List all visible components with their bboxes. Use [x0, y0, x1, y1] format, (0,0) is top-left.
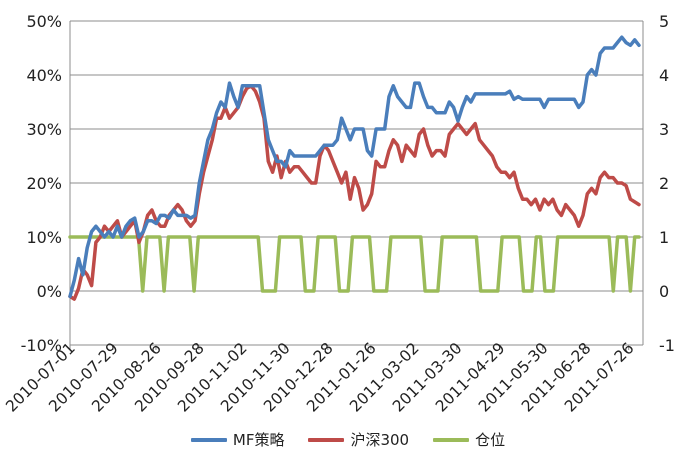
y-left-tick-label: 30% [26, 120, 62, 139]
legend-label-mf: MF策略 [232, 431, 285, 449]
legend-swatch-mf [190, 437, 227, 442]
y-right-tick-label: 0 [659, 282, 669, 301]
y-axis-right: -1 0 1 2 3 4 5 [659, 12, 675, 355]
y-right-tick-label: 3 [659, 120, 669, 139]
y-right-tick-label: 2 [659, 174, 669, 193]
y-right-tick-label: 1 [659, 228, 669, 247]
legend: MF策略 沪深300 仓位 [0, 429, 696, 450]
legend-label-position: 仓位 [475, 431, 506, 449]
y-right-tick-label: 5 [659, 12, 669, 31]
legend-item-position: 仓位 [433, 429, 505, 450]
series-line-0 [68, 35, 641, 299]
series-line-1 [68, 84, 641, 301]
y-left-tick-label: 0% [37, 282, 62, 301]
legend-item-hs300: 沪深300 [308, 429, 409, 450]
y-axis-left: -10% 0% 10% 20% 30% 40% 50% [21, 12, 62, 355]
legend-swatch-hs300 [308, 437, 345, 442]
y-left-tick-label: 20% [26, 174, 62, 193]
series [68, 35, 641, 301]
legend-item-mf: MF策略 [190, 429, 285, 450]
y-left-tick-label: -10% [21, 336, 62, 355]
legend-swatch-position [433, 437, 470, 442]
y-left-tick-label: 10% [26, 228, 62, 247]
x-axis: 2010-07-012010-07-292010-08-262010-09-28… [2, 339, 637, 415]
y-left-tick-label: 40% [26, 66, 62, 85]
y-right-tick-label: 4 [659, 66, 669, 85]
legend-label-hs300: 沪深300 [350, 431, 410, 449]
y-left-tick-label: 50% [26, 12, 62, 31]
series-line-2 [68, 235, 641, 293]
y-right-tick-label: -1 [659, 336, 675, 355]
